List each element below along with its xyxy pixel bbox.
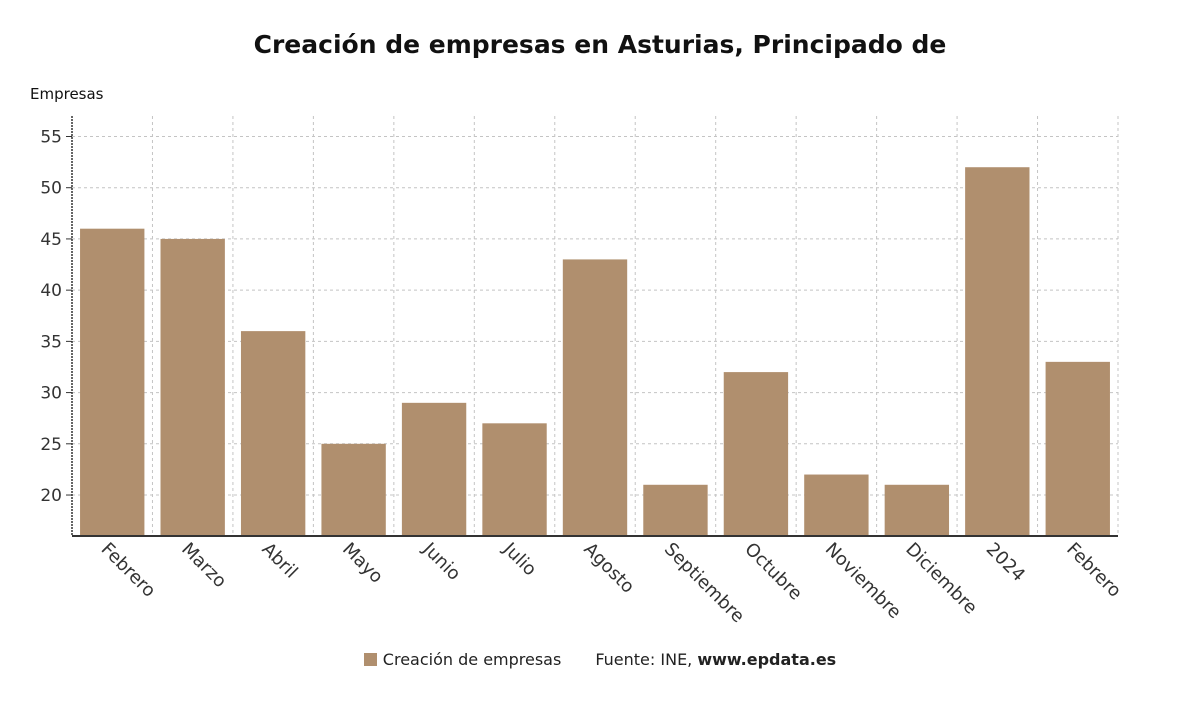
legend-label: Creación de empresas [382,650,562,669]
legend-swatch [363,653,377,666]
x-tick-label: Mayo [338,539,387,588]
y-axis-label: Empresas [30,85,104,103]
source-site[interactable]: www.epdata.es [697,650,837,669]
bar [80,228,145,536]
bar [160,238,225,537]
x-tick-label: Octubre [740,539,806,605]
x-tick-label: 2024 [982,539,1029,586]
x-tick-label: Marzo [177,539,230,592]
x-tick-label: Diciembre [901,539,981,619]
bar [321,443,386,536]
x-tick-label: Agosto [579,539,638,598]
y-tick-label: 55 [40,127,62,147]
x-tick-label: Noviembre [821,539,905,623]
bar [482,423,547,536]
y-tick-label: 45 [40,230,62,250]
bar [240,331,306,536]
chart-title: Creación de empresas en Asturias, Princi… [253,30,947,59]
bar [804,474,869,536]
y-tick-label: 40 [40,281,62,301]
bar [884,484,950,536]
y-tick-label: 35 [40,332,62,352]
x-tick-label: Febrero [97,539,160,602]
y-tick-label: 50 [40,179,62,199]
bar [1045,361,1110,536]
x-tick-label: Junio [418,538,465,585]
legend: Creación de empresas Fuente: INE, www.epd… [0,650,1200,669]
bar [562,259,628,536]
bar [723,372,789,536]
bar [643,484,708,536]
y-tick-label: 30 [40,384,62,404]
x-tick-label: Septiembre [660,539,748,627]
bar [965,167,1030,536]
x-tick-label: Julio [498,538,540,580]
source-prefix: Fuente: INE, [595,650,698,669]
y-tick-label: 20 [40,486,62,506]
x-tick-label: Febrero [1062,539,1125,602]
bar [401,402,467,536]
y-tick-label: 25 [40,435,62,455]
source-text: Fuente: INE, www.epdata.es [595,650,836,669]
x-tick-label: Abril [258,539,302,583]
